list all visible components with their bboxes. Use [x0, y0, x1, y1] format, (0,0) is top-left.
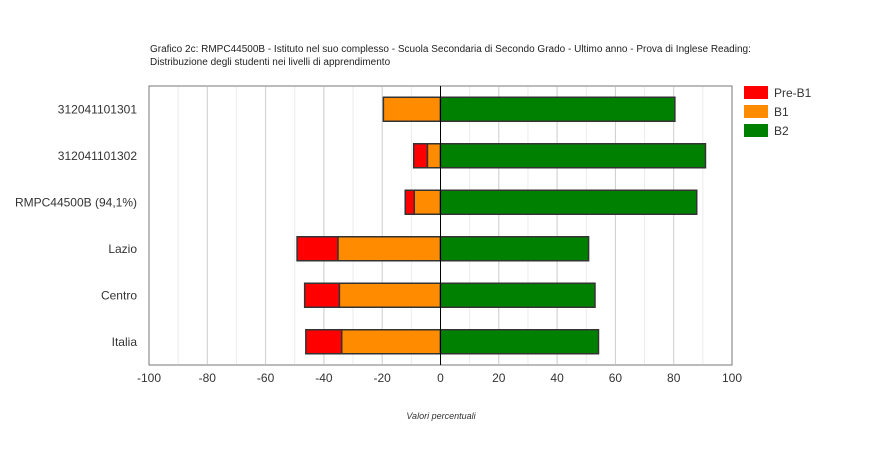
- x-tick-label: 20: [492, 371, 506, 385]
- bars: [296, 86, 707, 365]
- category-labels: 312041101301 312041101302 RMPC44500B (94,1…: [15, 102, 137, 349]
- bar-b1: [382, 96, 442, 122]
- legend-label: B2: [774, 124, 789, 138]
- x-tick-label: -20: [374, 371, 392, 385]
- category-label: 312041101301: [58, 102, 138, 116]
- category-label: 312041101302: [58, 149, 138, 163]
- bar-pre-b1: [303, 282, 341, 308]
- category-label: Centro: [101, 288, 137, 302]
- category-label: Italia: [112, 335, 138, 349]
- bar-b1: [337, 236, 442, 262]
- x-tick-label: -80: [199, 371, 217, 385]
- x-tick-label: -60: [257, 371, 275, 385]
- bar-b1: [413, 189, 442, 215]
- x-tick-label: 80: [667, 371, 681, 385]
- x-tick-label: -40: [315, 371, 333, 385]
- bar-b2: [439, 96, 676, 122]
- bar-b2: [439, 329, 600, 355]
- x-tick-label: -100: [137, 371, 161, 385]
- bar-pre-b1: [305, 329, 343, 355]
- bar-b2: [439, 143, 707, 169]
- x-tick-label: 60: [609, 371, 623, 385]
- x-tick-labels: -100 -80 -60 -40 -20 0 20 40 60 80 100: [137, 371, 742, 385]
- bar-b2: [439, 236, 590, 262]
- bar-b1: [338, 282, 442, 308]
- legend-swatch: [744, 105, 768, 118]
- bar-b1: [340, 329, 442, 355]
- chart-title-line-1: Grafico 2c: RMPC44500B - Istituto nel su…: [150, 44, 751, 55]
- x-tick-label: 40: [550, 371, 564, 385]
- bar-b2: [439, 282, 596, 308]
- category-label: RMPC44500B (94,1%): [15, 195, 137, 209]
- bar-b1: [426, 143, 442, 169]
- category-label: Lazio: [108, 242, 137, 256]
- legend-swatch: [744, 86, 768, 99]
- x-tick-label: 0: [437, 371, 444, 385]
- x-axis-label: Valori percentuali: [406, 411, 476, 421]
- legend: Pre-B1 B1 B2: [744, 86, 812, 138]
- chart-title: Grafico 2c: RMPC44500B - Istituto nel su…: [150, 44, 751, 68]
- bar-pre-b1: [412, 143, 429, 169]
- chart-title-line-2: Distribuzione degli studenti nei livelli…: [150, 57, 391, 68]
- bar-pre-b1: [296, 236, 339, 262]
- bar-b2: [439, 189, 698, 215]
- legend-label: B1: [774, 105, 789, 119]
- legend-swatch: [744, 124, 768, 137]
- bar-pre-b1: [404, 189, 416, 215]
- legend-label: Pre-B1: [774, 86, 812, 100]
- x-tick-label: 100: [722, 371, 742, 385]
